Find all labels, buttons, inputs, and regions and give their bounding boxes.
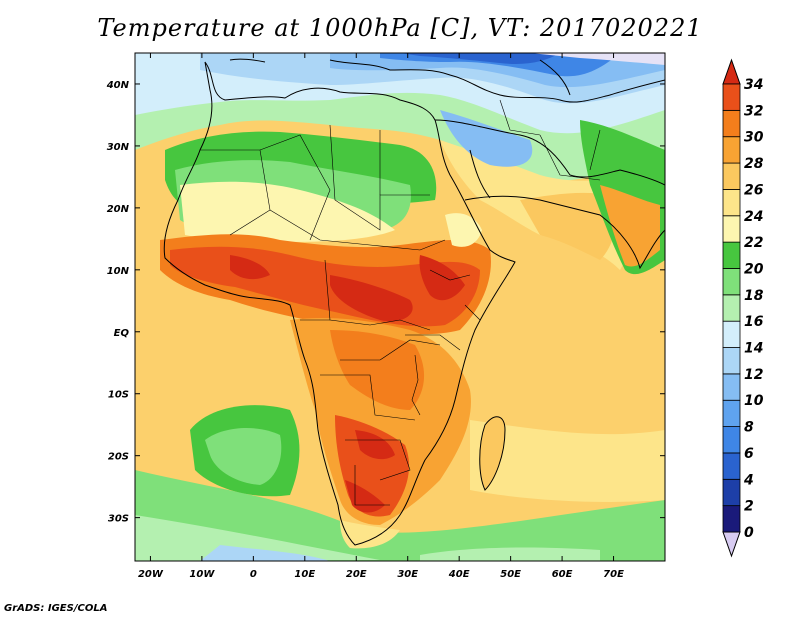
country-borders (200, 99, 601, 506)
colorbar-swatch (722, 162, 741, 190)
lat-tick-label: EQ (114, 328, 130, 339)
lat-tick-label: 10S (108, 390, 129, 401)
colorbar-label: 4 (743, 472, 754, 488)
lon-tick-label: 10W (189, 569, 215, 580)
colorbar-swatch (722, 189, 741, 217)
temperature-field (135, 53, 665, 561)
colorbar-label: 34 (744, 77, 763, 93)
colorbar-label: 16 (744, 314, 764, 330)
colorbar-swatch (722, 373, 741, 401)
lon-tick-label: 40E (448, 569, 470, 580)
lat-tick-label: 10N (107, 266, 130, 277)
colorbar-label: 20 (744, 261, 764, 277)
colorbar-swatch (722, 478, 741, 507)
colorbar-swatch (722, 241, 741, 269)
lat-tick-label: 30S (108, 514, 129, 525)
map-title: Temperature at 1000hPa [C], VT: 20170202… (97, 14, 703, 42)
colorbar-swatch (722, 399, 741, 427)
lat-tick-label: 40N (106, 80, 130, 91)
lon-tick-label: 10E (294, 569, 315, 580)
colorbar-swatch (722, 505, 741, 533)
colorbar-label: 30 (744, 130, 764, 146)
colorbar-label: 0 (744, 525, 754, 541)
colorbar-swatch (722, 136, 741, 164)
colorbar-swatch (722, 347, 741, 375)
colorbar-label: 26 (744, 182, 764, 198)
colorbar-swatch (722, 83, 741, 111)
colorbar-swatch (722, 109, 741, 138)
colorbar-swatch (722, 426, 741, 454)
plot-frame (134, 52, 666, 562)
lon-tick-label: 70E (603, 569, 624, 580)
colorbar-label: 22 (744, 235, 763, 251)
colorbar-swatch (722, 268, 741, 296)
colorbar-label: 2 (744, 499, 754, 515)
colorbar-label: 32 (744, 103, 763, 119)
lon-tick-label: 30E (397, 569, 418, 580)
lon-tick-label: 0 (250, 569, 257, 580)
colorbar-over-triangle (722, 58, 741, 85)
lon-tick-label: 20E (346, 569, 367, 580)
colorbar-label: 8 (744, 420, 754, 436)
colorbar-label: 24 (744, 209, 763, 225)
lat-tick-label: 20N (107, 204, 130, 215)
axis-ticks (135, 53, 665, 561)
axis-labels: 20W 10W 0 10E 20E 30E 40E 50E 60E 70E 40N 30N 20N 10N… (106, 80, 624, 580)
colorbar-label: 6 (744, 446, 754, 462)
coastlines (163, 58, 665, 546)
lat-tick-label: 30N (107, 142, 130, 153)
colorbar-label: 12 (744, 367, 763, 383)
lon-tick-label: 60E (552, 569, 573, 580)
lat-tick-label: 20S (108, 452, 129, 463)
colorbar-swatch (722, 320, 741, 348)
lon-tick-label: 50E (500, 569, 521, 580)
colorbar-swatch (722, 215, 741, 243)
colorbar-under-triangle (722, 531, 741, 558)
lon-tick-label: 20W (138, 569, 164, 580)
credit-label: GrADS: IGES/COLA (4, 603, 108, 614)
colorbar-label: 10 (744, 393, 764, 409)
colorbar-label: 18 (744, 288, 764, 304)
colorbar-swatch (722, 294, 741, 322)
colorbar-label: 14 (744, 341, 763, 357)
colorbar-label: 28 (744, 156, 764, 172)
colorbar-swatch (722, 452, 741, 480)
